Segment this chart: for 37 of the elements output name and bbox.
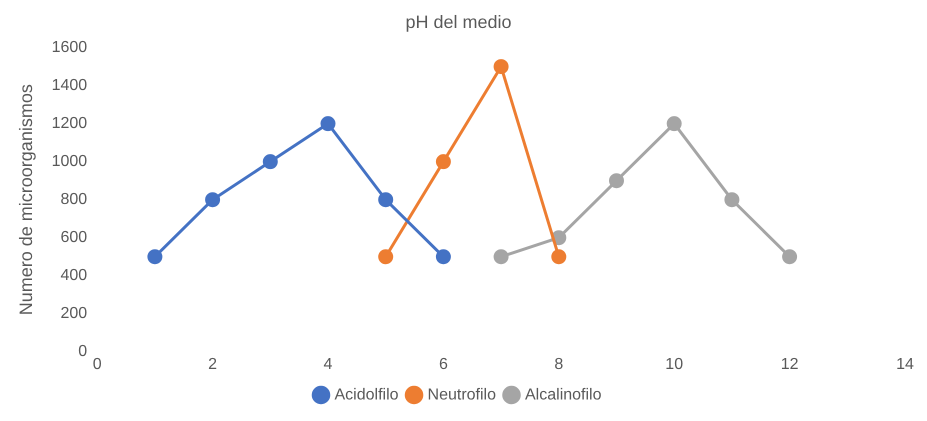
point [436,249,451,264]
y-tick-label: 600 [60,229,88,246]
x-tick-label: 2 [208,356,218,373]
y-tick-label: 1200 [52,115,88,132]
point [782,249,798,264]
x-tick-label: 10 [665,356,684,373]
point [320,116,336,132]
y-tick-label: 200 [60,305,88,322]
point [609,173,624,188]
y-tick-label: 1600 [52,39,88,56]
x-tick-label: 4 [324,356,333,373]
y-tick-label: 800 [60,191,88,208]
point [494,249,509,264]
legend-label: Acidolfilo [334,386,399,404]
y-tick-label: 400 [60,267,88,284]
x-tick-label: 8 [554,356,564,373]
point [147,249,162,264]
y-axis-title: Numero de microorganismos [16,84,36,316]
point [205,192,220,208]
point [436,154,451,170]
chart-title: pH del medio [405,12,512,32]
y-tick-label: 1400 [52,77,88,94]
point [551,249,566,264]
x-tick-label: 12 [780,356,799,373]
point [378,249,394,264]
x-tick-label: 14 [896,356,914,373]
point [494,59,509,74]
point [262,154,278,170]
y-tick-label: 0 [78,343,88,360]
legend-label: Alcalinofilo [525,386,602,404]
y-tick-label: 1000 [52,153,88,170]
x-tick-label: 0 [92,356,102,373]
legend-label: Neutrofilo [428,386,496,404]
point [666,116,682,132]
x-tick-label: 6 [438,356,448,373]
point [724,192,740,208]
point [378,192,394,208]
